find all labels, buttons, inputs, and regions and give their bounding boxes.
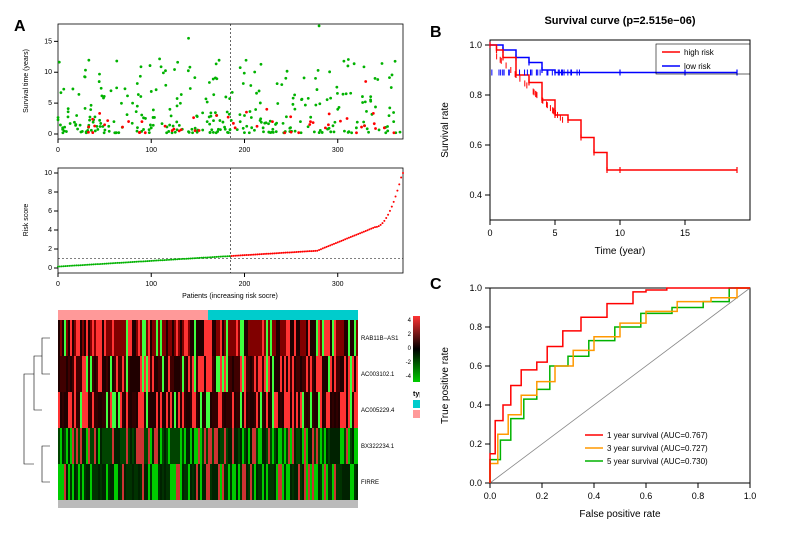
- panel-label-c: C: [430, 276, 442, 294]
- svg-text:0.0: 0.0: [469, 478, 482, 488]
- svg-text:AC005229.4: AC005229.4: [361, 408, 395, 414]
- svg-text:0: 0: [56, 147, 60, 154]
- svg-text:True positive rate: True positive rate: [440, 347, 451, 424]
- svg-text:0.8: 0.8: [469, 322, 482, 332]
- svg-text:5: 5: [48, 100, 52, 107]
- panel-b-svg: Survival curve (p=2.515e−06) 0 5 10 15 0.4 0.6…: [420, 10, 776, 270]
- panel-c-svg: 0.0 0.2 0.4 0.6 0.8 1.0 0.0 0.2 0.4 0.6 0.8 1.0 Fals…: [420, 270, 776, 532]
- svg-text:1.0: 1.0: [469, 283, 482, 293]
- svg-text:Risk score: Risk score: [23, 204, 30, 237]
- svg-text:4: 4: [48, 227, 52, 234]
- svg-text:200: 200: [239, 281, 251, 288]
- svg-text:high risk: high risk: [684, 48, 715, 57]
- svg-text:300: 300: [332, 281, 344, 288]
- svg-text:6: 6: [48, 208, 52, 215]
- svg-text:type: type: [413, 391, 420, 398]
- svg-text:0.6: 0.6: [640, 491, 653, 501]
- svg-text:low risk: low risk: [684, 62, 712, 71]
- svg-text:0: 0: [487, 228, 492, 238]
- svg-text:4: 4: [408, 318, 412, 324]
- svg-text:0.8: 0.8: [469, 90, 482, 100]
- svg-text:0.0: 0.0: [484, 491, 497, 501]
- svg-text:15: 15: [44, 38, 52, 45]
- svg-text:2: 2: [48, 246, 52, 253]
- svg-text:0.8: 0.8: [692, 491, 705, 501]
- svg-text:Survival rate: Survival rate: [440, 102, 451, 158]
- svg-text:1.0: 1.0: [744, 491, 757, 501]
- svg-text:5 year survival (AUC=0.730): 5 year survival (AUC=0.730): [607, 457, 708, 466]
- svg-text:10: 10: [44, 69, 52, 76]
- svg-text:100: 100: [145, 147, 157, 154]
- svg-text:False positive rate: False positive rate: [579, 509, 661, 520]
- svg-text:0.6: 0.6: [469, 361, 482, 371]
- svg-text:BX322234.1: BX322234.1: [361, 444, 395, 450]
- svg-text:100: 100: [145, 281, 157, 288]
- svg-text:Time (year): Time (year): [595, 246, 646, 257]
- panel-a: A 0100200300051015Survival time (years)0…: [10, 10, 420, 532]
- svg-text:0: 0: [48, 265, 52, 272]
- svg-text:0.6: 0.6: [469, 140, 482, 150]
- svg-text:3 year survival (AUC=0.727): 3 year survival (AUC=0.727): [607, 444, 708, 453]
- svg-text:Survival time (years): Survival time (years): [23, 49, 30, 113]
- svg-text:1 year survival (AUC=0.767): 1 year survival (AUC=0.767): [607, 431, 708, 440]
- svg-text:-2: -2: [406, 360, 412, 366]
- svg-text:0.2: 0.2: [469, 439, 482, 449]
- svg-text:0.2: 0.2: [536, 491, 549, 501]
- svg-text:Patients (increasing risk socr: Patients (increasing risk socre): [182, 293, 278, 300]
- svg-text:0.4: 0.4: [588, 491, 601, 501]
- svg-text:0: 0: [408, 346, 412, 352]
- svg-text:AC003102.1: AC003102.1: [361, 372, 395, 378]
- svg-text:2: 2: [408, 332, 412, 338]
- svg-text:-4: -4: [406, 374, 412, 380]
- svg-text:RAB11B−AS1: RAB11B−AS1: [361, 336, 399, 342]
- panel-b: B Survival curve (p=2.515e−06) 0 5 10 15 0.4 0…: [420, 10, 776, 270]
- svg-text:Survival curve (p=2.515e−06): Survival curve (p=2.515e−06): [544, 15, 695, 27]
- svg-text:FIRRE: FIRRE: [361, 480, 379, 486]
- svg-text:5: 5: [552, 228, 557, 238]
- svg-text:0.4: 0.4: [469, 190, 482, 200]
- svg-text:0: 0: [56, 281, 60, 288]
- svg-text:1.0: 1.0: [469, 40, 482, 50]
- panel-label-a: A: [14, 18, 26, 36]
- panel-a-svg: 0100200300051015Survival time (years)010…: [10, 10, 420, 532]
- svg-text:10: 10: [615, 228, 625, 238]
- svg-text:300: 300: [332, 147, 344, 154]
- svg-text:8: 8: [48, 189, 52, 196]
- svg-text:0: 0: [48, 131, 52, 138]
- svg-text:15: 15: [680, 228, 690, 238]
- svg-text:0.4: 0.4: [469, 400, 482, 410]
- panel-c: C 0.0 0.2 0.4 0.6 0.8 1.0 0.0 0.2 0.4 0.6 0.8 1.0 Fa…: [420, 270, 776, 532]
- panel-label-b: B: [430, 24, 442, 42]
- svg-text:10: 10: [44, 170, 52, 177]
- svg-text:200: 200: [239, 147, 251, 154]
